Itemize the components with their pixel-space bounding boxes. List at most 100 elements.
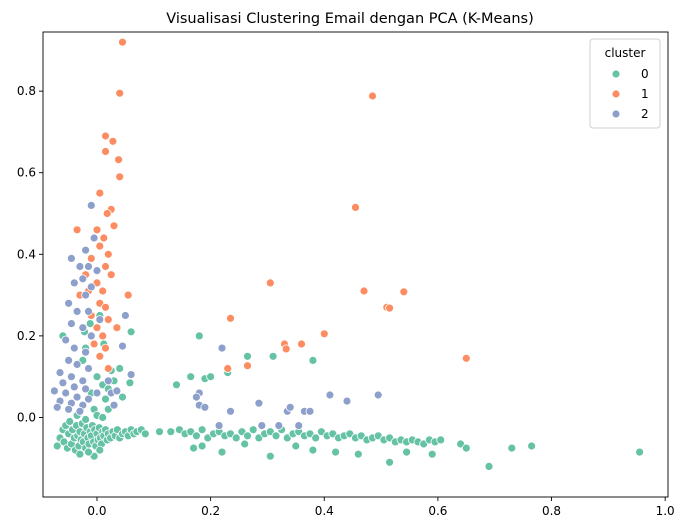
x-tick-label: 0.2 xyxy=(201,504,220,518)
data-point-cluster-0 xyxy=(81,415,90,424)
data-point-cluster-2 xyxy=(72,306,82,316)
data-point-cluster-1 xyxy=(297,339,306,349)
data-point-cluster-2 xyxy=(305,406,315,416)
data-point-cluster-2 xyxy=(64,355,73,365)
legend-label-1: 1 xyxy=(641,87,649,101)
data-point-cluster-2 xyxy=(58,378,68,388)
data-point-cluster-0 xyxy=(84,447,93,457)
data-point-cluster-0 xyxy=(197,441,207,451)
data-point-cluster-2 xyxy=(61,335,71,345)
x-tick-label: 0.0 xyxy=(87,504,106,518)
data-point-cluster-2 xyxy=(325,390,335,400)
data-point-cluster-2 xyxy=(75,406,85,416)
data-point-cluster-2 xyxy=(342,396,352,406)
x-tick-label: 1.0 xyxy=(656,504,675,518)
data-point-cluster-0 xyxy=(461,443,471,453)
data-point-cluster-2 xyxy=(86,282,96,292)
data-point-cluster-1 xyxy=(399,287,409,297)
data-point-cluster-2 xyxy=(72,359,82,369)
data-point-cluster-1 xyxy=(101,262,110,271)
data-point-cluster-1 xyxy=(89,339,99,349)
data-point-cluster-2 xyxy=(75,262,85,271)
data-point-cluster-0 xyxy=(65,417,75,426)
data-point-cluster-2 xyxy=(69,343,79,353)
data-point-cluster-0 xyxy=(140,429,150,439)
data-point-cluster-2 xyxy=(81,245,90,255)
y-tick-label: 0.2 xyxy=(17,329,36,343)
data-point-cluster-0 xyxy=(243,351,252,361)
data-point-cluster-1 xyxy=(101,343,110,353)
data-point-cluster-2 xyxy=(84,394,93,404)
data-point-cluster-0 xyxy=(155,427,164,437)
data-point-cluster-0 xyxy=(402,447,412,457)
legend-label-0: 0 xyxy=(641,67,649,81)
data-point-cluster-2 xyxy=(72,392,82,402)
x-axis-ticks: 0.0 0.2 0.4 0.6 0.8 1.0 xyxy=(87,497,675,518)
data-point-cluster-1 xyxy=(101,131,110,141)
data-point-cluster-0 xyxy=(427,449,437,459)
data-point-cluster-0 xyxy=(311,433,321,443)
x-tick-label: 0.6 xyxy=(428,504,447,518)
data-point-cluster-2 xyxy=(121,311,130,320)
data-point-cluster-0 xyxy=(95,445,105,455)
data-point-cluster-2 xyxy=(50,386,59,396)
legend-label-2: 2 xyxy=(641,107,649,121)
data-point-cluster-0 xyxy=(191,431,201,441)
data-point-cluster-0 xyxy=(240,439,250,449)
data-point-cluster-0 xyxy=(271,431,281,441)
data-point-cluster-2 xyxy=(285,402,295,412)
data-point-cluster-0 xyxy=(385,457,395,467)
data-point-cluster-0 xyxy=(166,427,176,437)
y-tick-label: 0.8 xyxy=(17,84,36,98)
data-point-cluster-2 xyxy=(61,388,71,398)
data-point-cluster-1 xyxy=(95,188,105,198)
data-point-cluster-2 xyxy=(200,402,210,412)
data-point-cluster-2 xyxy=(257,421,267,431)
y-tick-label: 0.6 xyxy=(17,166,36,180)
data-point-cluster-0 xyxy=(52,441,62,451)
data-point-cluster-0 xyxy=(194,331,204,341)
data-point-cluster-0 xyxy=(436,435,446,445)
data-point-cluster-1 xyxy=(72,225,82,235)
y-tick-label: 0.0 xyxy=(17,410,36,424)
chart-title: Visualisasi Clustering Email dengan PCA … xyxy=(166,11,533,27)
data-point-cluster-1 xyxy=(101,147,110,156)
data-point-cluster-1 xyxy=(103,249,113,259)
data-point-cluster-2 xyxy=(254,398,264,408)
legend-title: cluster xyxy=(605,46,646,60)
data-point-cluster-2 xyxy=(294,421,304,431)
data-point-cluster-2 xyxy=(52,402,62,412)
data-point-cluster-0 xyxy=(206,372,216,382)
data-point-cluster-0 xyxy=(265,451,275,461)
x-tick-label: 0.8 xyxy=(542,504,561,518)
data-point-cluster-0 xyxy=(118,392,127,402)
data-point-cluster-0 xyxy=(308,355,318,365)
series-0 xyxy=(52,311,644,471)
y-tick-label: 0.4 xyxy=(17,247,36,261)
data-point-cluster-1 xyxy=(103,315,113,325)
data-point-cluster-2 xyxy=(89,233,99,243)
data-point-cluster-1 xyxy=(351,202,360,212)
data-point-cluster-1 xyxy=(281,344,291,354)
data-point-cluster-1 xyxy=(226,313,235,323)
data-point-cluster-2 xyxy=(112,386,122,396)
data-point-cluster-2 xyxy=(69,382,79,392)
data-point-cluster-0 xyxy=(217,447,227,457)
axes-frame xyxy=(42,31,669,498)
data-point-cluster-2 xyxy=(64,404,73,414)
data-point-cluster-2 xyxy=(126,370,136,380)
data-point-cluster-0 xyxy=(126,327,136,337)
data-point-cluster-2 xyxy=(81,290,90,300)
data-point-cluster-1 xyxy=(385,303,395,313)
data-point-cluster-0 xyxy=(243,431,252,441)
data-point-cluster-2 xyxy=(214,421,224,431)
legend: cluster 0 1 2 xyxy=(589,38,661,129)
data-point-cluster-2 xyxy=(95,315,105,325)
data-point-cluster-2 xyxy=(84,306,93,316)
data-point-cluster-2 xyxy=(64,298,73,308)
data-point-cluster-1 xyxy=(103,364,113,373)
legend-box xyxy=(589,38,661,129)
data-point-cluster-2 xyxy=(86,331,96,341)
data-point-cluster-1 xyxy=(114,155,123,165)
